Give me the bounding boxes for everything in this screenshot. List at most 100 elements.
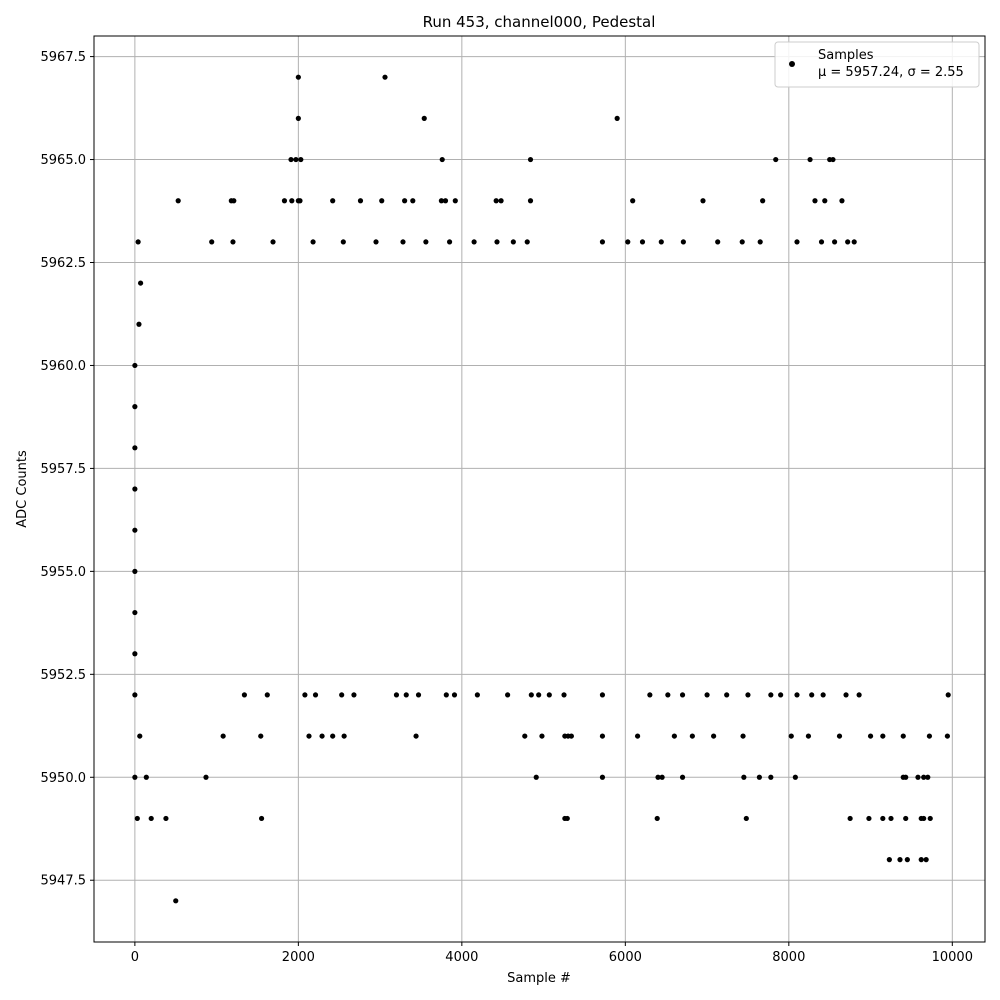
data-point xyxy=(341,733,347,739)
data-point xyxy=(599,239,606,245)
y-tick-label: 5960.0 xyxy=(41,359,87,374)
data-point xyxy=(888,815,894,822)
y-tick-label: 5950.0 xyxy=(41,771,87,786)
y-tick-label: 5955.0 xyxy=(41,565,87,580)
data-point xyxy=(918,857,924,863)
data-point xyxy=(740,733,746,739)
data-point xyxy=(474,692,480,698)
data-point xyxy=(880,815,886,822)
data-point xyxy=(298,156,304,163)
data-point xyxy=(241,692,248,698)
data-point xyxy=(680,239,686,245)
x-axis-ticks: 0 2000 4000 6000 8000 10000 xyxy=(131,942,973,965)
data-point xyxy=(807,156,813,163)
data-point xyxy=(788,733,794,739)
data-point xyxy=(134,815,140,822)
legend-stats: μ = 5957.24, σ = 2.55 xyxy=(818,65,964,80)
data-point xyxy=(351,692,357,698)
data-point xyxy=(438,198,445,204)
data-point xyxy=(288,156,294,163)
data-point xyxy=(443,692,449,698)
data-point xyxy=(812,198,818,204)
x-axis-label: Sample # xyxy=(507,971,571,986)
data-point xyxy=(794,692,800,698)
data-point xyxy=(295,115,301,121)
data-point xyxy=(704,692,710,698)
data-point xyxy=(655,774,661,780)
data-point xyxy=(421,115,427,121)
data-point xyxy=(880,733,886,739)
data-point xyxy=(845,239,851,245)
y-tick-label: 5947.5 xyxy=(41,874,87,889)
data-point xyxy=(944,733,950,739)
data-point xyxy=(903,774,909,780)
data-point xyxy=(856,692,862,698)
plot-area-frame xyxy=(93,35,986,943)
data-point xyxy=(756,774,762,780)
data-point xyxy=(711,733,717,739)
data-point xyxy=(739,239,745,245)
data-point xyxy=(132,609,138,616)
data-point xyxy=(927,815,933,822)
legend-marker xyxy=(789,61,795,67)
data-point xyxy=(658,239,664,245)
data-point xyxy=(867,733,874,739)
data-point xyxy=(805,733,812,739)
data-point xyxy=(527,156,534,163)
data-point xyxy=(768,774,774,780)
data-point xyxy=(724,692,730,698)
x-tick-label: 0 xyxy=(131,950,139,965)
data-point xyxy=(295,74,301,80)
data-point xyxy=(768,692,774,698)
data-point xyxy=(897,857,903,863)
data-point xyxy=(505,692,511,698)
y-tick-label: 5962.5 xyxy=(41,256,87,271)
data-point xyxy=(533,774,539,780)
data-point xyxy=(132,568,138,574)
data-point xyxy=(230,239,236,245)
data-point xyxy=(904,857,910,863)
data-point xyxy=(442,198,449,204)
data-point xyxy=(536,692,542,698)
data-point xyxy=(599,774,606,780)
data-point xyxy=(689,733,695,739)
data-point xyxy=(132,527,138,533)
data-point xyxy=(306,733,312,739)
data-point xyxy=(630,198,636,204)
data-point xyxy=(773,156,779,163)
data-point xyxy=(831,239,838,245)
data-point xyxy=(143,774,149,780)
data-point xyxy=(561,692,567,698)
data-point xyxy=(839,198,845,204)
grid-lines xyxy=(94,36,985,942)
data-point xyxy=(886,857,892,863)
data-point xyxy=(297,198,303,204)
data-point xyxy=(778,692,784,698)
data-point xyxy=(379,198,385,204)
data-point xyxy=(921,815,927,822)
data-point xyxy=(410,198,416,204)
data-point xyxy=(270,239,276,245)
x-tick-label: 6000 xyxy=(609,950,642,965)
data-point xyxy=(423,239,429,245)
y-tick-label: 5967.5 xyxy=(41,50,87,65)
data-point xyxy=(794,239,800,245)
data-point xyxy=(539,733,545,739)
data-point xyxy=(258,733,264,739)
x-tick-label: 10000 xyxy=(932,950,973,965)
data-point xyxy=(471,239,477,245)
data-point xyxy=(137,733,143,739)
data-point xyxy=(135,239,141,245)
data-point xyxy=(393,692,400,698)
data-point xyxy=(614,115,620,121)
data-point xyxy=(289,198,295,204)
data-point xyxy=(446,239,453,245)
data-point xyxy=(923,857,929,863)
data-point xyxy=(818,239,825,245)
data-point xyxy=(494,239,500,245)
data-point xyxy=(792,774,798,780)
data-point xyxy=(741,774,747,780)
data-point xyxy=(546,692,552,698)
data-points xyxy=(132,74,951,904)
data-point xyxy=(659,774,665,780)
